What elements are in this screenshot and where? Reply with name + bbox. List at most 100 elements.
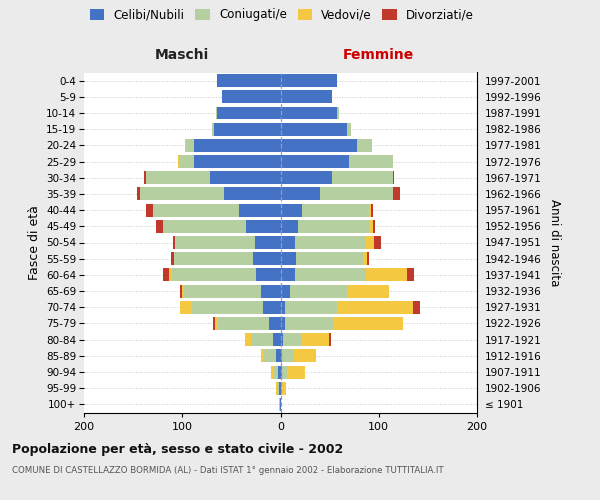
- Bar: [215, 106, 217, 120]
- Bar: [296, 252, 363, 265]
- Bar: [281, 188, 320, 200]
- Bar: [281, 268, 295, 281]
- Text: Popolazione per età, sesso e stato civile - 2002: Popolazione per età, sesso e stato civil…: [12, 442, 343, 456]
- Bar: [337, 301, 413, 314]
- Bar: [137, 188, 140, 200]
- Bar: [146, 204, 153, 216]
- Bar: [281, 122, 347, 136]
- Bar: [337, 106, 340, 120]
- Bar: [245, 333, 251, 346]
- Bar: [163, 220, 246, 233]
- Bar: [281, 172, 332, 184]
- Bar: [179, 155, 194, 168]
- Bar: [281, 139, 357, 152]
- Bar: [172, 268, 256, 281]
- Bar: [281, 301, 286, 314]
- Bar: [269, 317, 281, 330]
- Bar: [281, 333, 283, 346]
- Bar: [286, 317, 332, 330]
- Bar: [332, 172, 392, 184]
- Bar: [210, 172, 281, 184]
- Bar: [253, 252, 281, 265]
- Bar: [255, 236, 281, 249]
- Bar: [256, 268, 281, 281]
- Bar: [278, 366, 281, 378]
- Bar: [363, 252, 367, 265]
- Text: Maschi: Maschi: [155, 48, 209, 62]
- Bar: [369, 204, 371, 216]
- Bar: [140, 188, 224, 200]
- Bar: [169, 268, 172, 281]
- Bar: [146, 172, 210, 184]
- Bar: [246, 220, 281, 233]
- Bar: [214, 122, 281, 136]
- Bar: [239, 204, 281, 216]
- Bar: [281, 252, 296, 265]
- Bar: [186, 139, 194, 152]
- Bar: [278, 398, 280, 411]
- Bar: [369, 220, 373, 233]
- Bar: [173, 236, 175, 249]
- Bar: [213, 317, 215, 330]
- Bar: [373, 220, 375, 233]
- Bar: [287, 366, 305, 378]
- Y-axis label: Fasce di età: Fasce di età: [28, 205, 41, 280]
- Bar: [180, 301, 192, 314]
- Bar: [286, 301, 337, 314]
- Bar: [217, 74, 281, 87]
- Bar: [301, 333, 329, 346]
- Bar: [407, 268, 414, 281]
- Bar: [261, 350, 264, 362]
- Bar: [392, 172, 394, 184]
- Bar: [184, 284, 261, 298]
- Bar: [251, 333, 272, 346]
- Legend: Celibi/Nubili, Coniugati/e, Vedovi/e, Divorziati/e: Celibi/Nubili, Coniugati/e, Vedovi/e, Di…: [90, 8, 474, 22]
- Bar: [367, 252, 369, 265]
- Bar: [192, 301, 263, 314]
- Bar: [212, 122, 214, 136]
- Bar: [302, 204, 369, 216]
- Bar: [272, 366, 278, 378]
- Bar: [347, 284, 389, 298]
- Bar: [263, 301, 281, 314]
- Bar: [281, 155, 349, 168]
- Bar: [394, 188, 400, 200]
- Bar: [176, 236, 255, 249]
- Bar: [281, 74, 337, 87]
- Bar: [217, 106, 281, 120]
- Bar: [357, 139, 372, 152]
- Bar: [280, 398, 281, 411]
- Bar: [371, 204, 373, 216]
- Bar: [275, 382, 277, 394]
- Bar: [281, 350, 283, 362]
- Bar: [295, 236, 366, 249]
- Bar: [366, 236, 374, 249]
- Bar: [180, 284, 182, 298]
- Bar: [349, 155, 394, 168]
- Bar: [281, 284, 290, 298]
- Bar: [194, 155, 281, 168]
- Bar: [347, 122, 351, 136]
- Bar: [281, 236, 295, 249]
- Bar: [271, 366, 272, 378]
- Bar: [329, 333, 331, 346]
- Bar: [283, 350, 294, 362]
- Bar: [283, 366, 287, 378]
- Bar: [281, 204, 302, 216]
- Bar: [366, 268, 407, 281]
- Y-axis label: Anni di nascita: Anni di nascita: [548, 199, 561, 286]
- Bar: [277, 382, 278, 394]
- Bar: [178, 155, 179, 168]
- Bar: [175, 252, 253, 265]
- Bar: [221, 90, 281, 104]
- Bar: [413, 301, 420, 314]
- Bar: [175, 236, 176, 249]
- Bar: [264, 350, 275, 362]
- Bar: [156, 220, 163, 233]
- Bar: [218, 317, 269, 330]
- Bar: [224, 188, 281, 200]
- Bar: [278, 382, 281, 394]
- Bar: [194, 139, 281, 152]
- Bar: [172, 252, 175, 265]
- Bar: [275, 350, 281, 362]
